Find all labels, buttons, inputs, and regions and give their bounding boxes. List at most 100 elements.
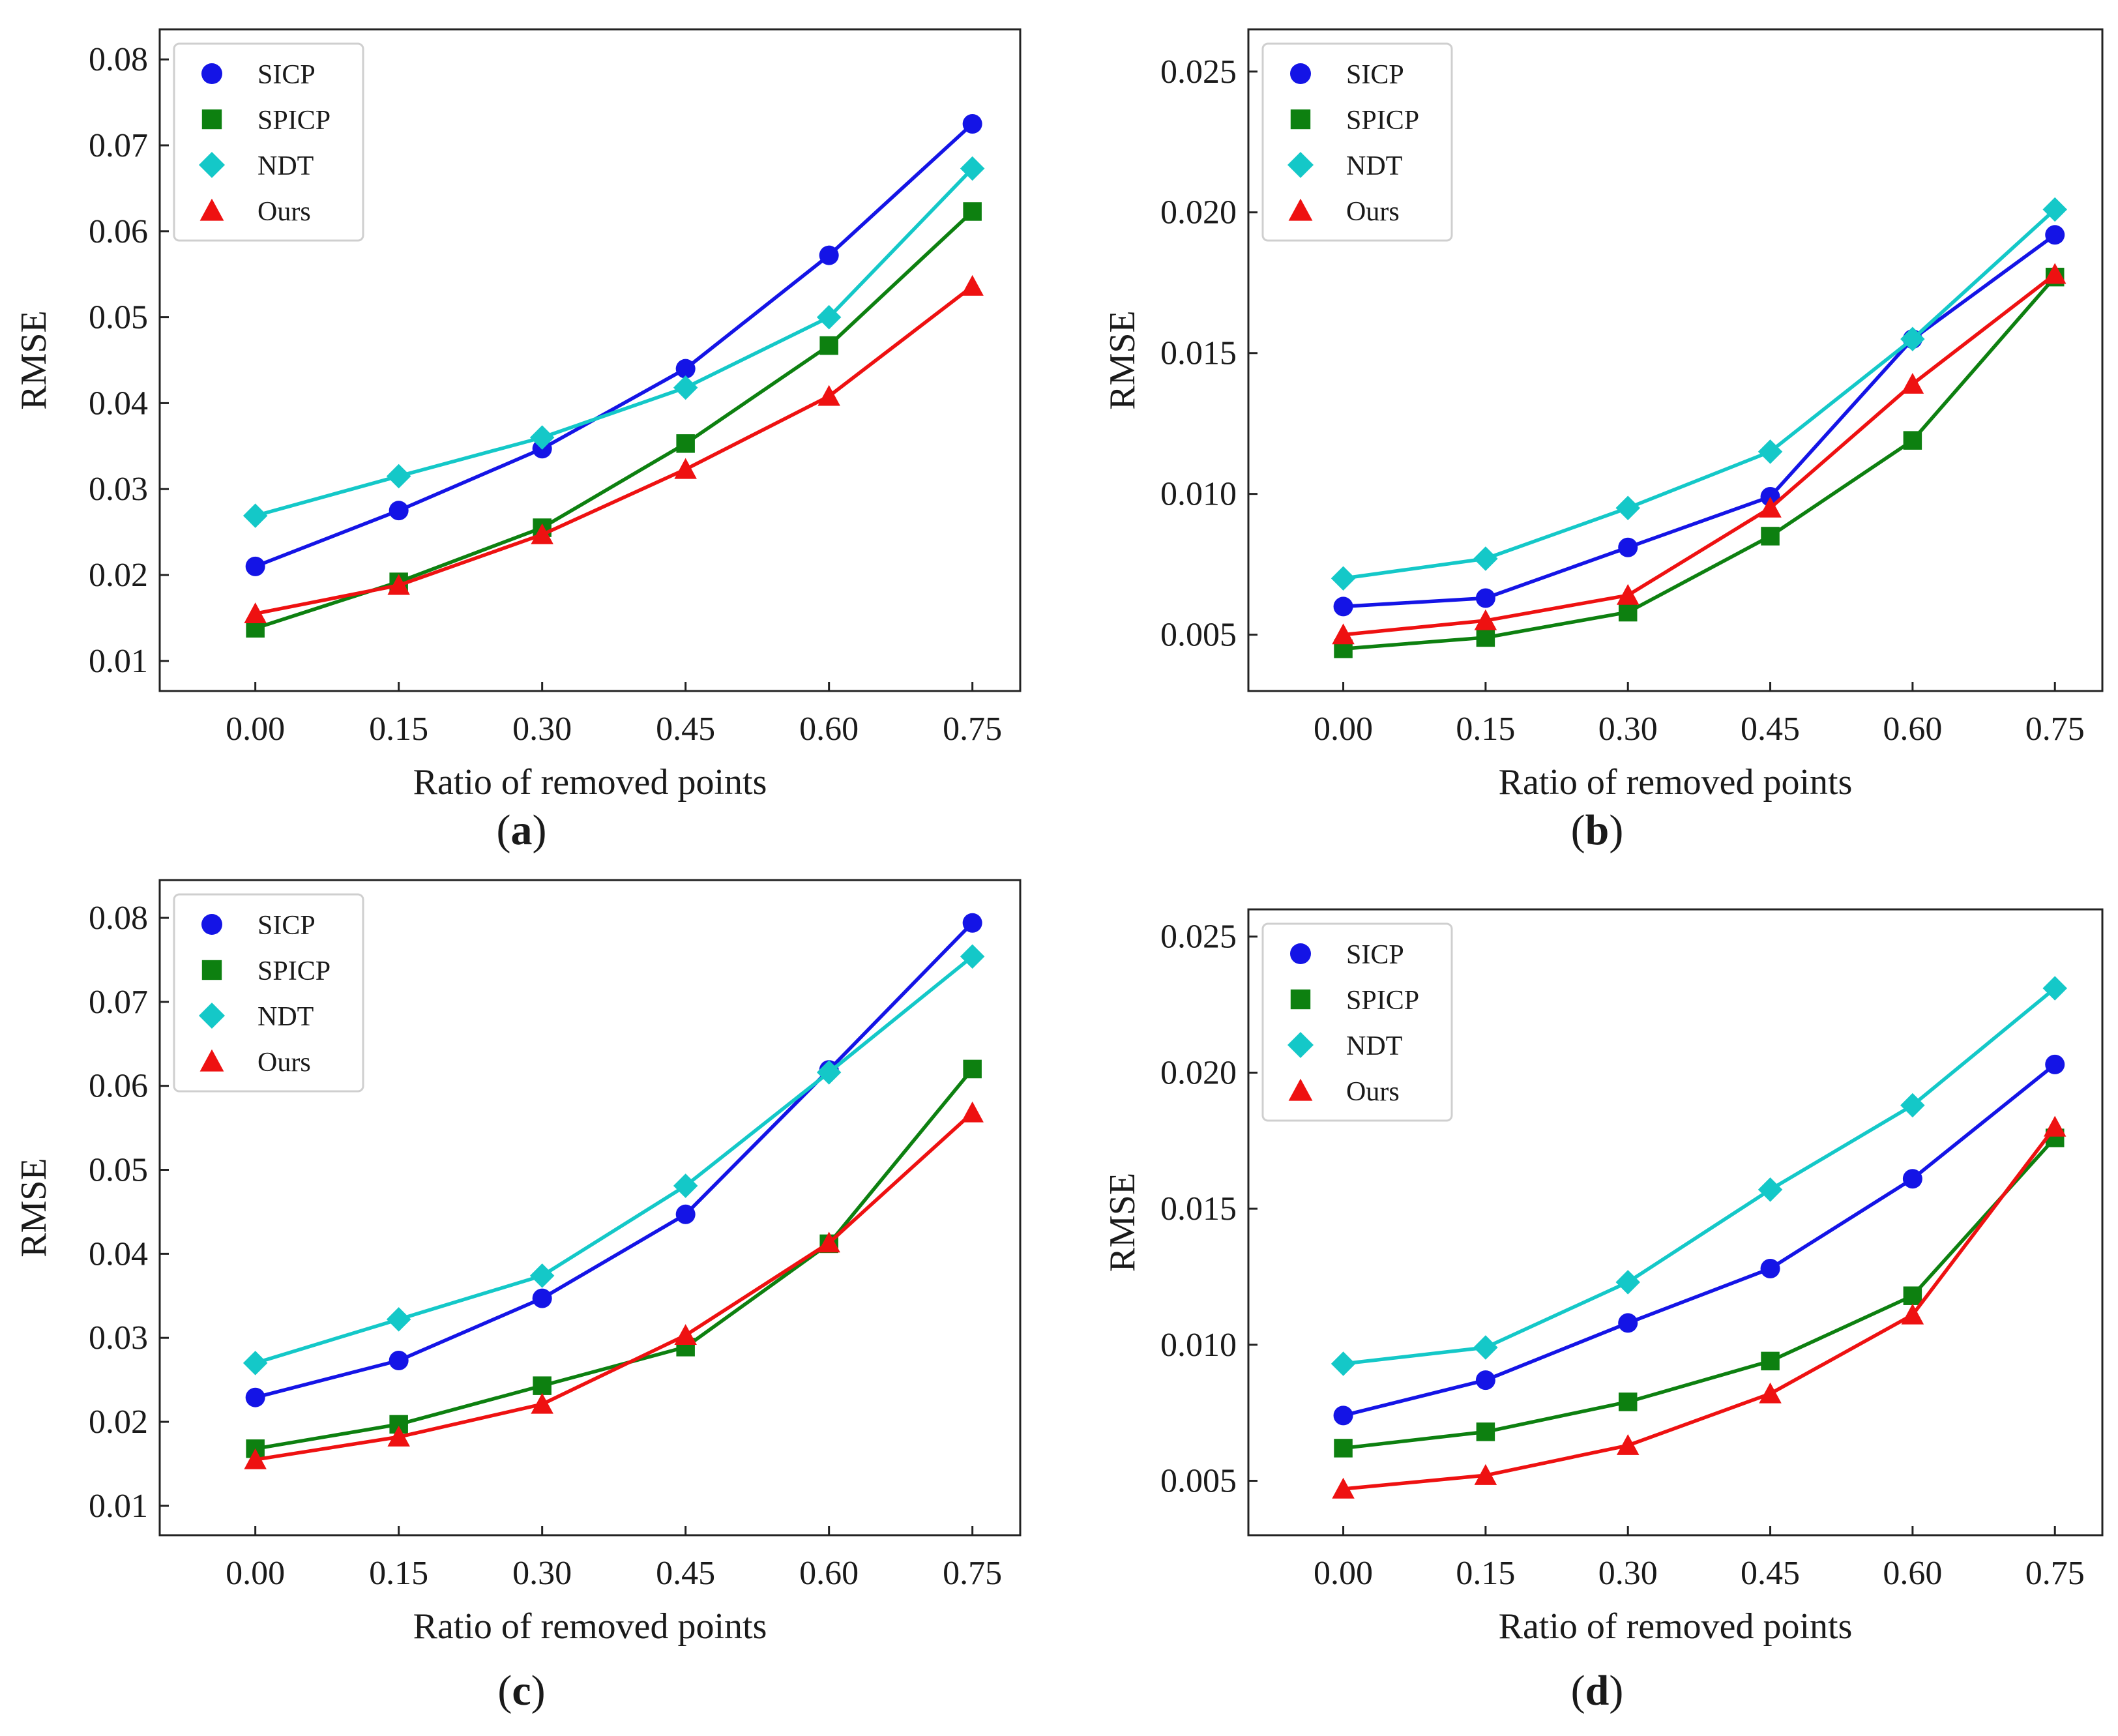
legend-label-sicp: SICP	[257, 911, 316, 941]
series-spicp	[246, 1059, 982, 1458]
y-tick-label: 0.020	[1160, 194, 1237, 231]
legend-marker-sicp	[201, 63, 222, 84]
data-point-sicp	[1760, 1258, 1780, 1278]
data-point-ours	[817, 385, 840, 406]
legend-marker-ours	[1288, 1078, 1313, 1101]
data-point-ours	[2043, 1115, 2067, 1137]
data-point-ours	[1474, 609, 1497, 630]
series-ndt	[243, 156, 985, 528]
legend-label-spicp: SPICP	[1346, 986, 1419, 1016]
x-tick-label: 0.15	[1456, 1555, 1515, 1592]
y-tick-label: 0.06	[89, 213, 148, 250]
data-point-ndt	[1331, 1351, 1356, 1376]
x-tick-label: 0.75	[943, 1555, 1002, 1592]
x-tick-label: 0.60	[799, 1555, 859, 1592]
legend-marker-spicp	[201, 960, 222, 980]
legend-label-spicp: SPICP	[257, 106, 331, 136]
data-point-sicp	[1475, 1370, 1495, 1390]
legend-marker-sicp	[1290, 943, 1311, 964]
legend-box	[173, 893, 364, 1093]
data-point-ndt	[1758, 439, 1783, 464]
series-line-ndt	[254, 167, 974, 518]
x-tick-label: 0.45	[656, 1555, 715, 1592]
legend-marker-sicp	[201, 914, 222, 935]
data-point-spicp	[1761, 1351, 1780, 1371]
plot-frame	[158, 28, 1022, 692]
series-line-spicp	[254, 210, 974, 630]
y-tick-label: 0.01	[89, 643, 148, 680]
data-point-ours	[531, 1392, 553, 1414]
series-ours	[1332, 1115, 2067, 1499]
legend-label-ndt: NDT	[257, 151, 314, 181]
data-point-spicp	[676, 434, 695, 453]
data-point-ours	[1759, 1382, 1782, 1404]
series-ndt	[1331, 197, 2067, 591]
y-tick-label: 0.08	[89, 900, 148, 937]
x-tick-label: 0.45	[1741, 711, 1800, 748]
data-point-ndt	[529, 1263, 555, 1288]
caption-paren-open: (	[1571, 806, 1585, 854]
caption-paren-open: (	[497, 1667, 512, 1714]
y-tick-label: 0.06	[89, 1068, 148, 1105]
x-tick-label: 0.45	[1741, 1555, 1800, 1592]
legend-marker-ndt	[1287, 152, 1314, 178]
data-point-spicp	[1903, 1286, 1922, 1305]
y-tick-label: 0.07	[89, 984, 148, 1021]
data-point-ndt	[243, 1351, 268, 1376]
y-tick-label: 0.02	[89, 1404, 148, 1441]
series-line-ours	[255, 1111, 974, 1462]
series-line-spicp	[255, 1068, 974, 1450]
series-line-sicp	[1343, 233, 2056, 609]
caption-paren-open: (	[497, 806, 511, 854]
panel-b: 0.005 0.010 0.015 0.020 0.025 0.00 0.15 0.30 0.4…	[1102, 28, 2104, 854]
data-point-ours	[387, 1426, 410, 1447]
data-point-sicp	[675, 359, 696, 379]
x-tick-label: 0.30	[1598, 1555, 1658, 1592]
data-point-sicp	[819, 245, 839, 265]
y-axis-label: RMSE	[14, 310, 54, 410]
series-sicp	[1333, 1054, 2065, 1426]
data-point-spicp	[1761, 527, 1780, 546]
data-point-spicp	[963, 1059, 982, 1079]
y-tick-label: 0.025	[1160, 53, 1237, 91]
y-tick-label: 0.020	[1160, 1054, 1237, 1091]
data-point-ndt	[1615, 495, 1640, 521]
legend-label-ndt: NDT	[1346, 1031, 1402, 1061]
legend-marker-ndt	[1287, 1032, 1314, 1058]
x-axis-label: Ratio of removed points	[413, 762, 767, 802]
panel-c: 0.01 0.02 0.03 0.04 0.05 0.06 0.07 0.08 0.00 0.15…	[14, 879, 1022, 1714]
x-tick-label: 0.60	[1883, 711, 1942, 748]
legend-marker-spicp	[1290, 989, 1311, 1010]
data-point-sicp	[389, 501, 409, 521]
caption-paren-close: )	[531, 1667, 546, 1714]
legend-label-ndt: NDT	[1346, 151, 1402, 181]
legend: SICP SPICP NDT Ours	[1261, 42, 1453, 242]
data-point-ndt	[243, 503, 268, 528]
legend-label-ours: Ours	[1346, 1077, 1400, 1107]
x-tick-label: 0.15	[369, 1555, 428, 1592]
legend-label-ours: Ours	[257, 197, 311, 227]
caption-paren-close: )	[1609, 1667, 1623, 1714]
legend-label-spicp: SPICP	[257, 956, 331, 986]
y-tick-label: 0.010	[1160, 476, 1237, 513]
data-point-sicp	[245, 556, 265, 576]
x-tick-label: 0.30	[1598, 711, 1658, 748]
series-line-sicp	[254, 921, 974, 1400]
x-tick-label: 0.00	[226, 711, 285, 748]
data-point-spicp	[819, 336, 838, 355]
series-line-sicp	[1342, 1063, 2056, 1418]
data-point-sicp	[1618, 537, 1638, 557]
x-tick-label: 0.75	[2025, 1555, 2085, 1592]
data-point-spicp	[1476, 628, 1495, 647]
y-tick-label: 0.01	[89, 1488, 148, 1525]
panel-caption: (a)	[497, 806, 547, 854]
x-tick-label: 0.30	[512, 1555, 572, 1592]
x-tick-label: 0.60	[1883, 1555, 1942, 1592]
panel-a: 0.01 0.02 0.03 0.04 0.05 0.06 0.07 0.08 0.00 0.15…	[14, 28, 1022, 854]
y-tick-label: 0.03	[89, 471, 148, 508]
series-spicp	[1334, 267, 2065, 658]
legend-marker-ours	[199, 198, 224, 221]
series-line-ours	[1343, 1126, 2057, 1491]
plot-frame	[1247, 908, 2104, 1537]
